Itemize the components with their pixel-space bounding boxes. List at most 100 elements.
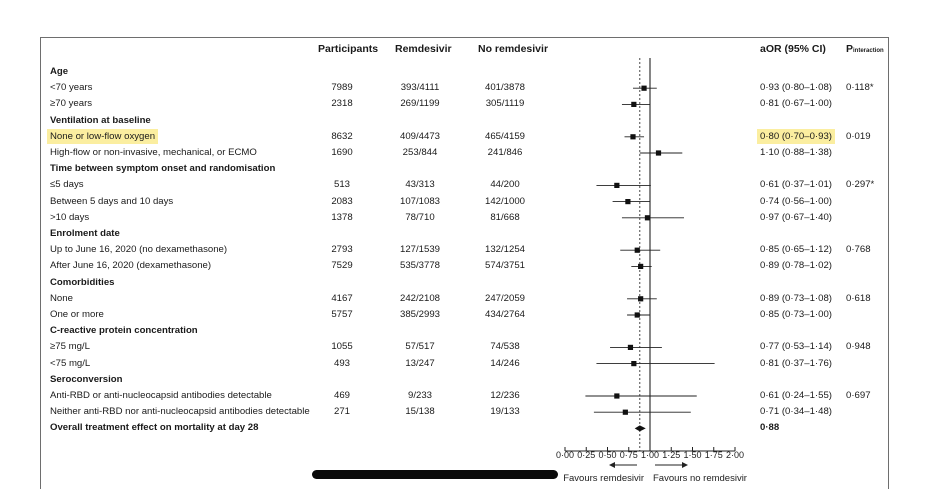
header-p-sub: interaction (853, 48, 884, 54)
row-label: ≥70 years (50, 96, 92, 112)
header-aor: aOR (95% CI) (760, 43, 826, 55)
row-label: One or more (50, 307, 104, 323)
aor-cell: 0·97 (0·67–1·40) (760, 210, 880, 226)
aor-cell: 0·80 (0·70–0·93) (757, 128, 880, 145)
x-tick-label: 1·50 (683, 450, 701, 460)
remdesivir-cell: 253/844 (402, 147, 438, 158)
x-tick-label: 1·75 (705, 450, 723, 460)
no-remdesivir-cell: 74/538 (490, 341, 520, 353)
table-row: ≥75 mg/L 1055 57/517 74/538 0·77 (0·53–1·14)… (0, 339, 945, 355)
favours-left-arrowhead (609, 462, 615, 468)
remdesivir-cell: 409/4473 (399, 130, 440, 142)
remdesivir-cell: 43/313 (405, 179, 435, 191)
header-remdesivir: Remdesivir (395, 43, 452, 55)
section-title: Age (50, 66, 69, 77)
aor-cell: 0·81 (0·67–1·00) (760, 96, 880, 112)
point-estimate (631, 101, 637, 107)
table-row: <70 years 7989 393/4111 401/3878 0·93 (0·80–… (0, 80, 945, 96)
section-title: Comorbidities (50, 276, 115, 288)
header-p-interaction: Pinteraction (846, 43, 884, 55)
point-estimate (627, 344, 634, 350)
row-label-text: None (50, 292, 73, 304)
no-remdesivir-cell: 132/1254 (484, 244, 525, 256)
row-label: <70 years (50, 80, 92, 96)
participants-cell: 4167 (331, 292, 353, 304)
aor-cell: 0·89 (0·73–1·08) (760, 291, 880, 307)
row-label: Up to June 16, 2020 (no dexamethasone) (50, 242, 227, 258)
x-tick-label: 0·00 (556, 450, 574, 460)
aor-text: 0·77 (0·53–1·14) (760, 341, 832, 353)
no-remdesivir-cell: 19/133 (490, 406, 520, 418)
remdesivir-cell: 78/710 (405, 211, 435, 223)
aor-cell: 0·81 (0·37–1·76) (760, 356, 880, 372)
p-interaction-cell: 0·118* (846, 82, 874, 94)
point-estimate (614, 393, 620, 399)
p-interaction-cell: 0·697 (846, 390, 871, 401)
row-label-text: One or more (50, 309, 104, 320)
table-row: None or low-flow oxygen 8632 409/4473 465/4… (0, 128, 945, 145)
aor-cell: 0·93 (0·80–1·08) (760, 80, 880, 96)
point-estimate (631, 361, 637, 367)
frame-top-border (40, 37, 889, 38)
aor-text: 0·85 (0·73–1·00) (760, 309, 832, 320)
remdesivir-cell: 9/233 (407, 390, 432, 401)
aor-text: 1·10 (0·88–1·38) (760, 147, 832, 158)
table-row: High-flow or non-invasive, mechanical, o… (0, 145, 945, 161)
row-label-text: Up to June 16, 2020 (no dexamethasone) (50, 244, 228, 256)
section-title: C-reactive protein concentration (50, 325, 198, 337)
row-label: ≤5 days (50, 177, 84, 193)
aor-cell: 0·89 (0·78–1·02) (760, 258, 880, 274)
frame-right-border (888, 37, 889, 489)
participants-cell: 2793 (331, 244, 353, 256)
aor-text: 0·81 (0·67–1·00) (760, 98, 832, 110)
point-estimate (655, 150, 662, 156)
participants-cell: 8632 (331, 130, 353, 142)
row-label-text: Anti-RBD or anti-nucleocapsid antibodies… (50, 390, 272, 401)
horizontal-scrollbar[interactable] (312, 470, 558, 479)
section-title: Ventilation at baseline (50, 114, 151, 126)
header-no-remdesivir: No remdesivir (478, 43, 549, 55)
remdesivir-cell: 385/2993 (399, 309, 440, 320)
participants-cell: 5757 (331, 309, 353, 320)
table-row: >10 days 1378 78/710 81/668 0·97 (0·67–1·40) (0, 210, 945, 226)
table-row: After June 16, 2020 (dexamethasone) 7529 5… (0, 258, 945, 274)
p-interaction-cell: 0·297* (846, 179, 875, 191)
x-tick-label: 1·00 (641, 450, 659, 460)
row-label-text: ≥75 mg/L (50, 341, 90, 353)
point-estimate (644, 215, 651, 221)
point-estimate (614, 182, 620, 188)
row-label: Overall treatment effect on mortality at… (50, 420, 258, 436)
x-tick-label: 2·00 (726, 450, 744, 460)
remdesivir-cell: 107/1083 (399, 195, 440, 207)
x-tick-label: 0·50 (598, 450, 616, 460)
row-label-text: Neither anti-RBD nor anti-nucleocapsid a… (50, 406, 310, 418)
participants-cell: 469 (333, 390, 350, 401)
row-label-text: <75 mg/L (50, 357, 91, 369)
no-remdesivir-cell: 401/3878 (484, 82, 525, 94)
row-label: High-flow or non-invasive, mechanical, o… (50, 145, 257, 161)
section-row: Comorbidities (0, 275, 945, 291)
remdesivir-cell: 15/138 (405, 406, 435, 418)
header-p-main: P (846, 43, 854, 55)
aor-cell: 0·71 (0·34–1·48) (760, 404, 880, 420)
no-remdesivir-cell: 465/4159 (484, 130, 525, 142)
row-label: Between 5 days and 10 days (50, 194, 173, 210)
row-label: None or low-flow oxygen (47, 128, 159, 145)
point-estimate (634, 247, 640, 253)
no-remdesivir-cell: 81/668 (490, 211, 520, 223)
participants-cell: 2318 (331, 98, 353, 110)
no-remdesivir-cell: 142/1000 (484, 195, 525, 207)
row-label: >10 days (50, 210, 89, 226)
aor-cell: 0·88 (760, 420, 880, 436)
participants-cell: 1378 (331, 211, 353, 223)
no-remdesivir-cell: 241/846 (487, 147, 523, 158)
p-interaction-cell: 0·948 (846, 341, 871, 353)
aor-cell: 0·85 (0·73–1·00) (760, 307, 880, 323)
participants-cell: 2083 (331, 195, 353, 207)
participants-cell: 493 (333, 357, 350, 369)
header-participants: Participants (318, 43, 379, 55)
aor-text: 0·88 (760, 422, 780, 434)
p-interaction-cell: 0·768 (846, 244, 871, 256)
point-estimate (638, 263, 644, 269)
